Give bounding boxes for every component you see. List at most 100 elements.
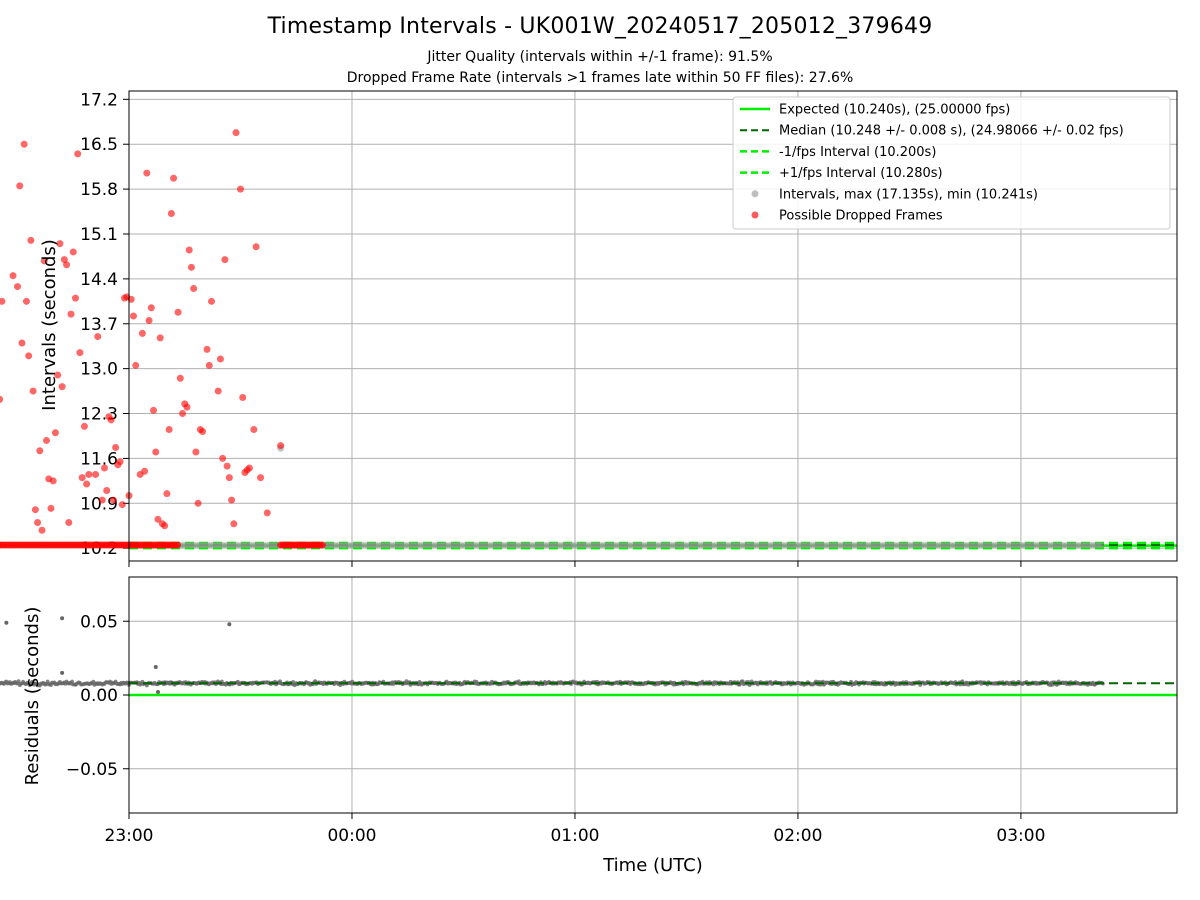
- dropped-frame-point: [9, 272, 17, 280]
- dropped-frame-point: [63, 261, 71, 269]
- dropped-frame-point: [71, 294, 79, 302]
- dropped-frame-point: [219, 454, 227, 462]
- dropped-frame-point: [65, 519, 73, 527]
- dropped-frame-point: [190, 284, 198, 292]
- dropped-frame-point: [51, 429, 59, 437]
- residual-outlier-point: [227, 622, 232, 627]
- dropped-frame-point: [221, 256, 229, 264]
- dropped-frame-point: [163, 490, 171, 498]
- residuals-plot-frame: [128, 576, 1178, 814]
- legend-dropped-frames-label: Possible Dropped Frames: [779, 209, 943, 224]
- dropped-frame-point: [223, 462, 231, 470]
- dropped-frame-point: [78, 474, 86, 482]
- chart-title: Timestamp Intervals - UK001W_20240517_20…: [267, 14, 933, 39]
- dropped-frame-point: [232, 129, 240, 137]
- dropped-frame-point: [83, 480, 91, 488]
- dropped-frame-point: [161, 522, 169, 530]
- x-tick-label: 02:00: [773, 826, 822, 846]
- dropped-frame-point: [228, 496, 236, 504]
- dropped-frame-point: [236, 185, 244, 193]
- dropped-frame-point: [25, 352, 33, 360]
- dropped-frame-point: [116, 458, 124, 466]
- dropped-frame-point: [205, 361, 213, 369]
- dropped-frame-point: [18, 339, 26, 347]
- dropped-frame-point: [27, 236, 35, 244]
- intervals-y-axis-label: Intervals (seconds): [39, 239, 60, 411]
- residual-outlier-point: [4, 620, 9, 625]
- dropped-frame-point: [154, 515, 162, 523]
- x-tick-label: 03:00: [996, 826, 1045, 846]
- dropped-frame-point: [179, 410, 187, 418]
- dropped-frame-point: [187, 263, 195, 271]
- dropped-frame-point: [0, 395, 4, 403]
- dropped-frame-point: [54, 371, 62, 379]
- x-tick-label: 01:00: [550, 826, 599, 846]
- legend-dropped-frames-marker: [751, 211, 759, 219]
- dropped-frame-point: [118, 501, 126, 509]
- residual-point: [291, 679, 296, 684]
- residual-outlier-point: [60, 670, 65, 675]
- dropped-frame-point: [245, 464, 253, 472]
- dropped-frame-point: [152, 448, 160, 456]
- dropped-frame-point: [76, 349, 84, 357]
- dropped-frame-point: [67, 310, 75, 318]
- dropped-frame-point: [38, 526, 46, 534]
- dropped-frame-point: [250, 426, 258, 434]
- residuals-y-axis-label: Residuals (seconds): [22, 607, 43, 786]
- x-tick-label: 00:00: [327, 826, 376, 846]
- dropped-frame-point: [263, 509, 271, 517]
- dropped-frame-point: [0, 297, 6, 305]
- dropped-frame-point: [49, 477, 57, 485]
- y-tick-label: 14.4: [80, 270, 118, 290]
- residual-point: [16, 679, 21, 684]
- legend-intervals-marker: [751, 190, 759, 198]
- residual-outlier-point: [155, 690, 160, 695]
- dropped-frame-point: [129, 312, 137, 320]
- dropped-frame-point: [22, 297, 30, 305]
- dropped-frame-point: [112, 444, 120, 452]
- dropped-frame-point: [143, 169, 151, 177]
- dropped-frame-point: [31, 506, 39, 514]
- dropped-frame-point: [185, 246, 193, 254]
- dropped-frame-point: [145, 317, 153, 325]
- dropped-frame-point: [69, 248, 77, 256]
- dropped-frame-point: [192, 448, 200, 456]
- dropped-frame-point: [203, 345, 211, 353]
- y-tick-label: 0.00: [80, 686, 118, 706]
- dropped-frame-point: [132, 361, 140, 369]
- dropped-frame-point: [225, 474, 233, 482]
- y-tick-label: 15.8: [80, 180, 118, 200]
- dropped-frame-point: [85, 470, 93, 478]
- legend-minus-fps-label: -1/fps Interval (10.200s): [779, 145, 936, 160]
- legend-intervals-label: Intervals, max (17.135s), min (10.241s): [779, 187, 1038, 202]
- dropped-frame-point: [216, 355, 224, 363]
- legend-plus-fps-label: +1/fps Interval (10.280s): [779, 166, 943, 181]
- y-tick-label: 0.05: [80, 612, 118, 632]
- y-tick-label: 16.5: [80, 135, 118, 155]
- dropped-frame-point: [318, 541, 326, 549]
- dropped-frame-point: [252, 243, 260, 251]
- dropped-frame-point: [94, 333, 102, 341]
- dropped-frame-point: [167, 209, 175, 217]
- dropped-frame-point: [156, 334, 164, 342]
- dropped-frame-point: [230, 520, 238, 528]
- dropped-frame-point: [34, 519, 42, 527]
- dropped-frame-point: [80, 422, 88, 430]
- dropped-frame-point: [36, 447, 44, 455]
- residual-outlier-point: [153, 664, 158, 669]
- dropped-frame-point: [74, 150, 82, 158]
- y-tick-label: 17.2: [80, 90, 118, 110]
- y-tick-label: 13.0: [80, 360, 118, 380]
- dropped-frame-point: [257, 474, 265, 482]
- y-tick-label: −0.05: [66, 760, 118, 780]
- dropped-frame-point: [58, 383, 66, 391]
- dropped-frame-point: [199, 427, 207, 435]
- dropped-frame-point: [183, 403, 191, 411]
- legend: Expected (10.240s), (25.00000 fps) Median…: [732, 96, 1171, 230]
- dropped-frame-point: [103, 486, 111, 494]
- dropped-frame-point: [47, 504, 55, 512]
- residuals-panel: 21:0022:0023:0000:0001:0002:0003:00−0.05…: [0, 576, 1178, 846]
- dropped-frame-point: [109, 496, 117, 504]
- dropped-frame-point: [92, 470, 100, 478]
- intervals-plot-frame: [128, 90, 1178, 562]
